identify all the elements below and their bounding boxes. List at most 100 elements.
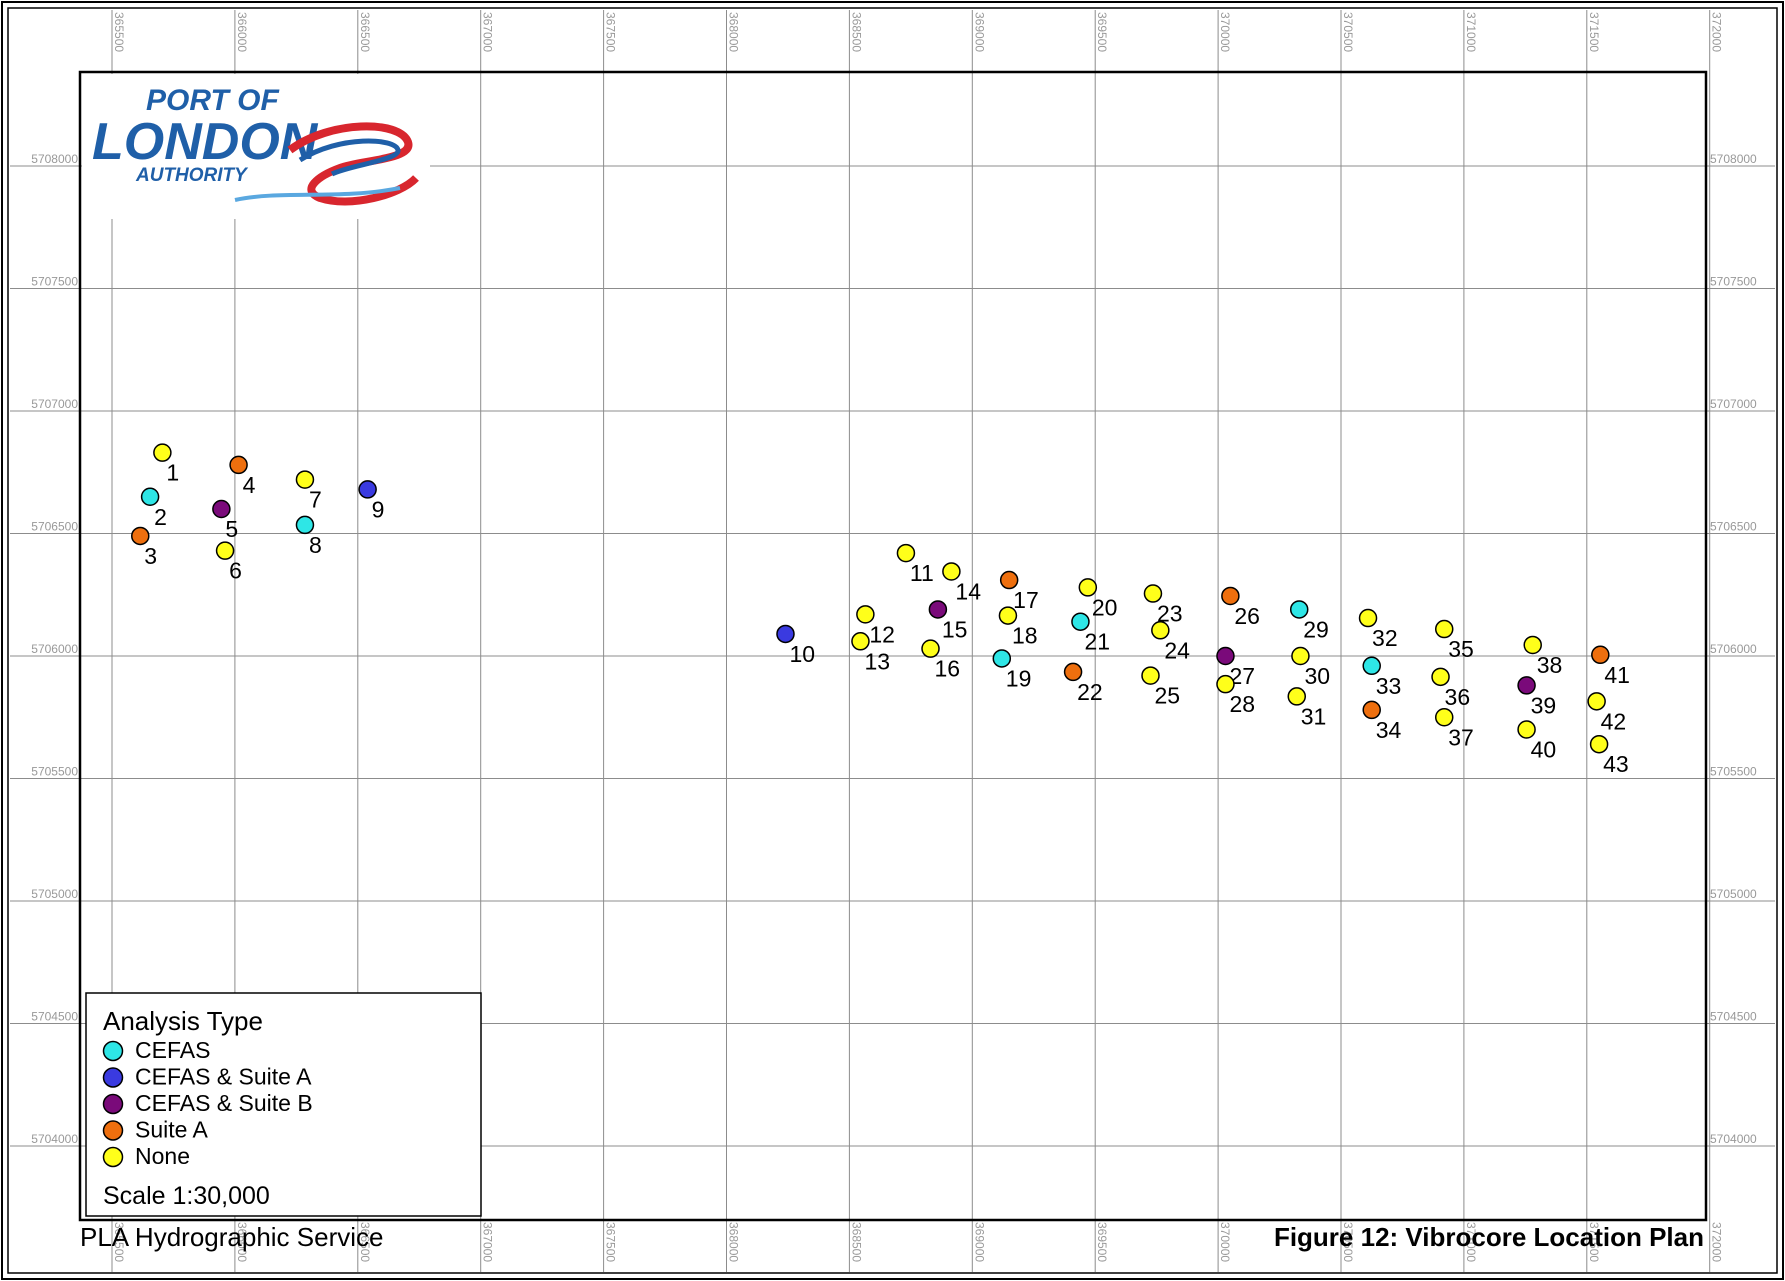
vibrocore-point-30	[1291, 646, 1310, 666]
vibrocore-point-26	[1221, 586, 1240, 606]
logo-line-port-of: PORT OF	[146, 84, 279, 117]
vibrocore-label-39: 39	[1531, 692, 1557, 718]
easting-tick-label-bottom: 370000	[1218, 1222, 1232, 1262]
map-frame	[78, 70, 1708, 1222]
vibrocore-point-22	[1063, 662, 1083, 682]
legend-scale: Scale 1:30,000	[103, 1182, 270, 1210]
footer-credit: PLA Hydrographic Service	[80, 1222, 383, 1252]
legend-swatch	[102, 1120, 124, 1141]
vibrocore-point-14	[942, 562, 961, 581]
vibrocore-label-7: 7	[309, 487, 322, 513]
vibrocore-label-14: 14	[955, 578, 981, 604]
vibrocore-label-24: 24	[1164, 637, 1190, 663]
easting-tick-label-bottom: 368500	[849, 1222, 863, 1262]
vibrocore-label-12: 12	[869, 621, 895, 647]
northing-tick-label-left: 5707500	[31, 275, 78, 289]
northing-tick-label-left: 5704500	[31, 1010, 78, 1024]
vibrocore-label-34: 34	[1376, 717, 1402, 743]
vibrocore-label-1: 1	[166, 460, 179, 486]
legend-swatch	[102, 1067, 124, 1088]
vibrocore-label-40: 40	[1531, 737, 1557, 763]
vibrocore-label-16: 16	[935, 656, 961, 682]
vibrocore-point-23	[1143, 584, 1163, 603]
easting-tick-label-bottom: 371500	[1587, 1222, 1601, 1262]
figure-caption: Figure 12: Vibrocore Location Plan	[1274, 1222, 1704, 1252]
northing-tick-label-left: 5706000	[31, 642, 78, 656]
vibrocore-point-33	[1362, 656, 1381, 676]
vibrocore-label-19: 19	[1006, 665, 1032, 691]
vibrocore-point-8	[295, 515, 315, 535]
vibrocore-point-27	[1216, 646, 1235, 666]
vibrocore-point-2	[140, 487, 160, 506]
northing-tick-label-left: 5707000	[31, 397, 78, 411]
vibrocore-point-10	[776, 624, 795, 644]
vibrocore-point-43	[1589, 734, 1609, 754]
vibrocore-label-25: 25	[1155, 683, 1181, 709]
vibrocore-label-42: 42	[1601, 708, 1627, 734]
vibrocore-point-32	[1358, 608, 1378, 628]
vibrocore-point-40	[1517, 720, 1536, 739]
vibrocore-points: 1234567891011121314151617181920212223242…	[131, 443, 1630, 777]
vibrocore-label-2: 2	[154, 504, 167, 530]
vibrocore-label-18: 18	[1012, 623, 1038, 649]
vibrocore-point-19	[992, 649, 1012, 668]
vibrocore-label-5: 5	[225, 516, 238, 542]
vibrocore-point-21	[1071, 612, 1090, 631]
outer-frame-inner	[7, 7, 1778, 1274]
easting-tick-label-top: 368500	[849, 12, 863, 52]
northing-tick-label-right: 5706500	[1710, 520, 1757, 534]
logo-swoosh-red	[287, 122, 419, 206]
easting-tick-label-top: 369500	[1095, 12, 1109, 52]
legend-title: Analysis Type	[103, 1006, 263, 1036]
legend-item-label: CEFAS	[135, 1037, 210, 1063]
legend-item-label: CEFAS & Suite B	[135, 1090, 313, 1116]
northing-tick-label-right: 5704000	[1710, 1132, 1757, 1146]
vibrocore-label-30: 30	[1304, 663, 1330, 689]
vibrocore-label-13: 13	[864, 648, 890, 674]
vibrocore-label-15: 15	[942, 616, 968, 642]
easting-tick-label-bottom: 371000	[1464, 1222, 1478, 1262]
vibrocore-point-7	[295, 470, 315, 489]
northing-tick-label-right: 5704500	[1710, 1010, 1757, 1024]
easting-tick-label-top: 365500	[112, 12, 126, 52]
legend-swatch	[102, 1093, 124, 1115]
vibrocore-point-5	[212, 499, 231, 519]
easting-tick-label-bottom: 369000	[972, 1222, 986, 1262]
vibrocore-label-3: 3	[144, 543, 157, 569]
vibrocore-label-28: 28	[1229, 691, 1255, 717]
legend-item-label: CEFAS & Suite A	[135, 1064, 312, 1090]
easting-tick-label-top: 368000	[727, 12, 741, 52]
vibrocore-point-17	[999, 570, 1019, 590]
northing-tick-label-right: 5708000	[1710, 152, 1757, 166]
northing-tick-label-right: 5706000	[1710, 642, 1757, 656]
vibrocore-label-37: 37	[1448, 724, 1474, 750]
northing-tick-label-left: 5704000	[31, 1132, 78, 1146]
northing-tick-label-right: 5705000	[1710, 887, 1757, 901]
vibrocore-label-36: 36	[1445, 684, 1471, 710]
vibrocore-point-39	[1517, 676, 1536, 695]
easting-tick-label-bottom: 366500	[358, 1222, 372, 1262]
vibrocore-point-42	[1587, 692, 1606, 711]
vibrocore-point-34	[1362, 700, 1381, 720]
northing-tick-label-left: 5706500	[31, 520, 78, 534]
logo-swoosh-blue	[298, 138, 401, 177]
vibrocore-point-4	[229, 455, 248, 475]
vibrocore-point-9	[358, 480, 377, 499]
easting-tick-label-bottom: 368000	[727, 1222, 741, 1262]
legend-item-label: None	[135, 1143, 190, 1169]
northing-tick-label-left: 5708000	[31, 152, 78, 166]
legend-swatch	[102, 1040, 124, 1062]
vibrocore-label-26: 26	[1234, 603, 1260, 629]
easting-tick-label-top: 370000	[1218, 12, 1232, 52]
vibrocore-point-3	[131, 526, 150, 546]
vibrocore-label-29: 29	[1303, 616, 1329, 642]
legend-swatch	[102, 1146, 124, 1168]
vibrocore-point-12	[856, 605, 875, 624]
vibrocore-label-6: 6	[229, 558, 242, 584]
vibrocore-point-38	[1523, 635, 1542, 655]
easting-tick-label-top: 371000	[1464, 12, 1478, 52]
easting-tick-label-bottom: 369500	[1095, 1222, 1109, 1262]
logo-line-london: LONDON	[92, 113, 319, 171]
vibrocore-label-32: 32	[1372, 625, 1398, 651]
